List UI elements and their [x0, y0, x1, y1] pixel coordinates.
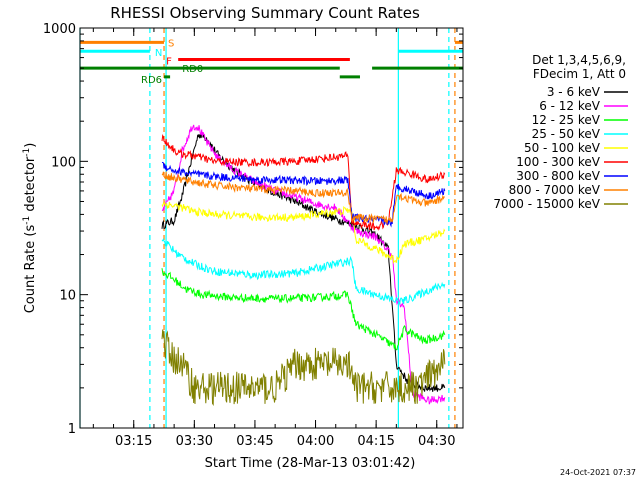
footer-timestamp: 24-Oct-2021 07:37 — [560, 468, 636, 477]
series-line-3 — [161, 238, 446, 305]
y-axis-label-close: ) — [23, 143, 38, 148]
x-tick-label-3: 04:00 — [297, 434, 334, 449]
y-tick-label-3: 1000 — [43, 22, 76, 37]
legend-header-line-1: Det 1,3,4,5,6,9, — [532, 53, 626, 67]
legend-label-8: 7000 - 15000 keV — [493, 197, 600, 211]
series-line-6 — [161, 161, 446, 228]
y-tick-label-2: 100 — [51, 155, 76, 170]
legend-header-line-2: FDecim 1, Att 0 — [533, 67, 626, 81]
x-tick-label-1: 03:30 — [176, 434, 213, 449]
series-line-7 — [161, 171, 445, 224]
y-axis-label-text: Count Rate (s — [23, 225, 38, 314]
state-bar-label-rd6: RD6 — [141, 75, 162, 86]
legend-label-4: 50 - 100 keV — [524, 141, 601, 155]
legend-label-0: 3 - 6 keV — [547, 85, 601, 99]
legend-label-6: 300 - 800 keV — [516, 169, 600, 183]
series-line-2 — [161, 268, 446, 351]
y-axis-label-sup2: -1 — [22, 148, 32, 157]
x-tick-label-4: 04:15 — [357, 434, 394, 449]
x-tick-label-5: 04:30 — [418, 434, 455, 449]
series-line-1 — [161, 124, 446, 405]
y-axis-label: Count Rate (s-1 detector-1) — [22, 143, 38, 314]
state-bar-label-n: N — [155, 48, 162, 59]
legend: Det 1,3,4,5,6,9, FDecim 1, Att 0 3 - 6 k… — [493, 53, 628, 211]
state-bar-label-s: S — [168, 38, 174, 49]
chart-title: RHESSI Observing Summary Count Rates — [110, 4, 420, 22]
legend-label-7: 800 - 7000 keV — [509, 183, 601, 197]
x-tick-label-0: 03:15 — [115, 434, 152, 449]
legend-label-5: 100 - 300 keV — [516, 155, 600, 169]
state-bar-label-rd0: RD0 — [182, 64, 203, 75]
legend-label-1: 6 - 12 keV — [539, 99, 601, 113]
series-line-8 — [161, 329, 446, 407]
y-axis-label-sup: -1 — [22, 216, 32, 225]
y-tick-label-1: 10 — [59, 289, 76, 304]
axes: 1 10 100 1000 03:15 03:30 03:45 04:00 04:15 04:30 — [43, 22, 464, 449]
series-line-4 — [161, 201, 446, 264]
plot-frame — [79, 27, 464, 429]
plot-area: SNF RD0 RD6 — [79, 28, 463, 428]
state-bar-label-f: F — [166, 57, 172, 68]
y-tick-label-0: 1 — [68, 422, 76, 437]
legend-label-2: 12 - 25 keV — [532, 113, 601, 127]
series-line-5 — [161, 133, 446, 231]
x-axis-label: Start Time (28-Mar-13 03:01:42) — [205, 456, 416, 471]
x-tick-label-2: 03:45 — [236, 434, 273, 449]
legend-label-3: 25 - 50 keV — [532, 127, 601, 141]
y-axis-label-tail: detector — [23, 156, 38, 216]
